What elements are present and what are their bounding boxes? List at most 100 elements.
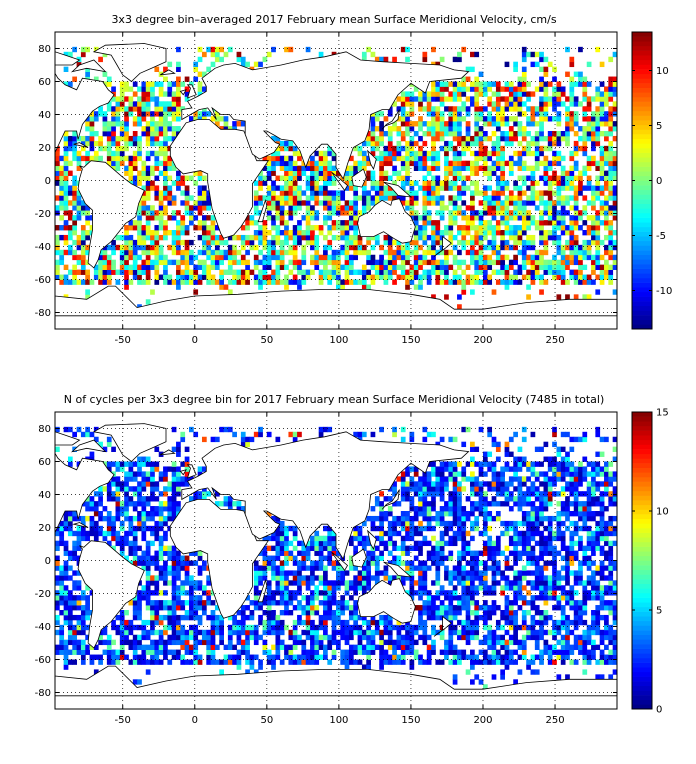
bin-cell (427, 645, 432, 650)
bin-cell (479, 265, 484, 270)
bin-cell (167, 280, 172, 285)
bin-cell (544, 171, 549, 176)
bin-cell (306, 240, 311, 245)
bin-cell (77, 205, 82, 210)
bin-cell (600, 255, 605, 260)
bin-cell (397, 265, 402, 270)
bin-cell (539, 96, 544, 101)
bin-cell (418, 625, 423, 630)
bin-cell (535, 270, 540, 275)
bin-cell (176, 561, 181, 566)
bin-cell (448, 575, 453, 580)
bin-cell (340, 284, 345, 289)
bin-cell (535, 52, 540, 57)
bin-cell (422, 260, 427, 265)
bin-cell (582, 645, 587, 650)
bin-cell (379, 121, 384, 126)
bin-cell (397, 245, 402, 250)
bin-cell (366, 640, 371, 645)
bin-cell (414, 565, 419, 570)
bin-cell (561, 185, 566, 190)
bin-cell (271, 655, 276, 660)
bin-cell (422, 565, 427, 570)
bin-cell (154, 580, 159, 585)
bin-cell (470, 575, 475, 580)
bin-cell (608, 141, 613, 146)
bin-cell (193, 610, 198, 615)
bin-cell (548, 615, 553, 620)
bin-cell (327, 161, 332, 166)
colorbar-segment (632, 310, 652, 315)
bin-cell (306, 625, 311, 630)
bin-cell (526, 610, 531, 615)
bin-cell (513, 200, 518, 205)
bin-cell (128, 101, 133, 106)
bin-cell (405, 126, 410, 131)
bin-cell (128, 156, 133, 161)
bin-cell (427, 660, 432, 665)
bin-cell (154, 600, 159, 605)
bin-cell (600, 605, 605, 610)
bin-cell (431, 240, 436, 245)
bin-cell (64, 151, 69, 156)
bin-cell (448, 131, 453, 136)
bin-cell (306, 215, 311, 220)
bin-cell (440, 82, 445, 87)
bin-cell (604, 136, 609, 141)
bin-cell (608, 171, 613, 176)
bin-cell (435, 565, 440, 570)
bin-cell (193, 205, 198, 210)
bin-cell (107, 655, 112, 660)
bin-cell (535, 136, 540, 141)
bin-cell (180, 615, 185, 620)
bin-cell (513, 136, 518, 141)
bin-cell (565, 72, 570, 77)
bin-cell (133, 131, 138, 136)
bin-cell (180, 200, 185, 205)
bin-cell (401, 121, 406, 126)
bin-cell (189, 270, 194, 275)
bin-cell (569, 630, 574, 635)
bin-cell (492, 674, 497, 679)
bin-cell (522, 210, 527, 215)
bin-cell (418, 570, 423, 575)
bin-cell (237, 260, 242, 265)
bin-cell (518, 96, 523, 101)
bin-cell (552, 625, 557, 630)
bin-cell (604, 245, 609, 250)
bin-cell (509, 116, 514, 121)
bin-cell (427, 250, 432, 255)
bin-cell (544, 585, 549, 590)
bin-cell (600, 590, 605, 595)
bin-cell (509, 106, 514, 111)
bin-cell (466, 240, 471, 245)
bin-cell (68, 280, 73, 285)
bin-cell (163, 136, 168, 141)
bin-cell (487, 660, 492, 665)
bin-cell (505, 664, 510, 669)
bin-cell (284, 161, 289, 166)
bin-cell (371, 645, 376, 650)
bin-cell (500, 205, 505, 210)
bin-cell (271, 575, 276, 580)
bin-cell (552, 181, 557, 186)
bin-cell (470, 215, 475, 220)
bin-cell (284, 645, 289, 650)
bin-cell (379, 166, 384, 171)
bin-cell (232, 655, 237, 660)
bin-cell (301, 270, 306, 275)
bin-cell (509, 136, 514, 141)
bin-cell (574, 590, 579, 595)
bin-cell (453, 181, 458, 186)
bin-cell (535, 645, 540, 650)
bin-cell (587, 660, 592, 665)
bin-cell (306, 605, 311, 610)
bin-cell (85, 141, 90, 146)
bin-cell (591, 640, 596, 645)
bin-cell (544, 210, 549, 215)
bin-cell (474, 600, 479, 605)
bin-cell (98, 640, 103, 645)
bin-cell (565, 630, 570, 635)
bin-cell (176, 47, 181, 52)
bin-cell (492, 655, 497, 660)
